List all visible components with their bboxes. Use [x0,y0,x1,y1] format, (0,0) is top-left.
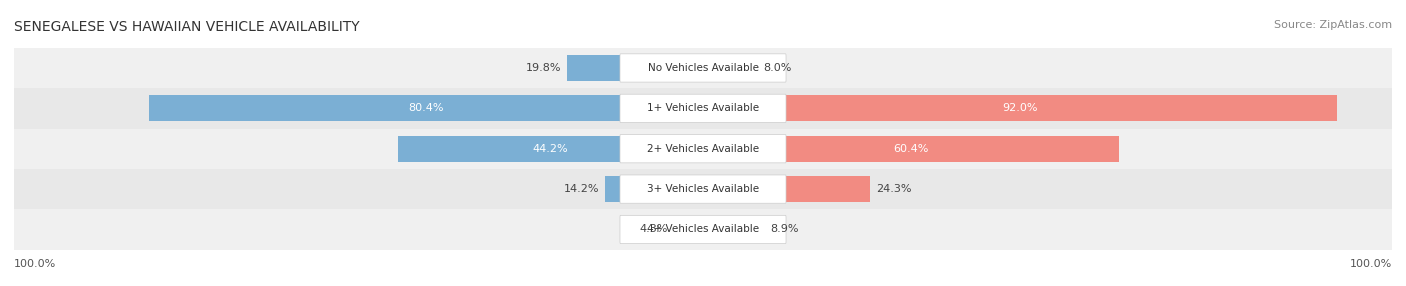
Bar [14,128,1392,169]
Bar [605,176,703,202]
Bar [14,88,1392,128]
Bar [398,136,703,162]
Text: 80.4%: 80.4% [408,103,444,113]
Bar [703,176,870,202]
Text: 14.2%: 14.2% [564,184,599,194]
Text: 24.3%: 24.3% [876,184,911,194]
Text: 100.0%: 100.0% [14,259,56,269]
Text: 44.2%: 44.2% [533,144,568,154]
Text: 92.0%: 92.0% [1002,103,1038,113]
FancyBboxPatch shape [620,94,786,122]
Text: No Vehicles Available: No Vehicles Available [648,63,758,73]
Bar [703,136,1119,162]
Text: 8.9%: 8.9% [770,225,799,235]
Bar [14,209,1392,250]
Bar [703,55,758,81]
Text: 60.4%: 60.4% [893,144,929,154]
Text: 2+ Vehicles Available: 2+ Vehicles Available [647,144,759,154]
Bar [14,48,1392,88]
FancyBboxPatch shape [620,175,786,203]
Bar [703,95,1337,122]
Text: 1+ Vehicles Available: 1+ Vehicles Available [647,103,759,113]
FancyBboxPatch shape [620,215,786,244]
Text: 4+ Vehicles Available: 4+ Vehicles Available [647,225,759,235]
FancyBboxPatch shape [620,135,786,163]
Text: SENEGALESE VS HAWAIIAN VEHICLE AVAILABILITY: SENEGALESE VS HAWAIIAN VEHICLE AVAILABIL… [14,20,360,34]
Bar [703,216,765,243]
Text: 8.0%: 8.0% [763,63,792,73]
Text: 19.8%: 19.8% [526,63,561,73]
Text: 4.3%: 4.3% [640,225,668,235]
Bar [14,169,1392,209]
Text: Source: ZipAtlas.com: Source: ZipAtlas.com [1274,20,1392,30]
Text: 3+ Vehicles Available: 3+ Vehicles Available [647,184,759,194]
Text: 100.0%: 100.0% [1350,259,1392,269]
Bar [567,55,703,81]
Bar [673,216,703,243]
FancyBboxPatch shape [620,54,786,82]
Bar [149,95,703,122]
